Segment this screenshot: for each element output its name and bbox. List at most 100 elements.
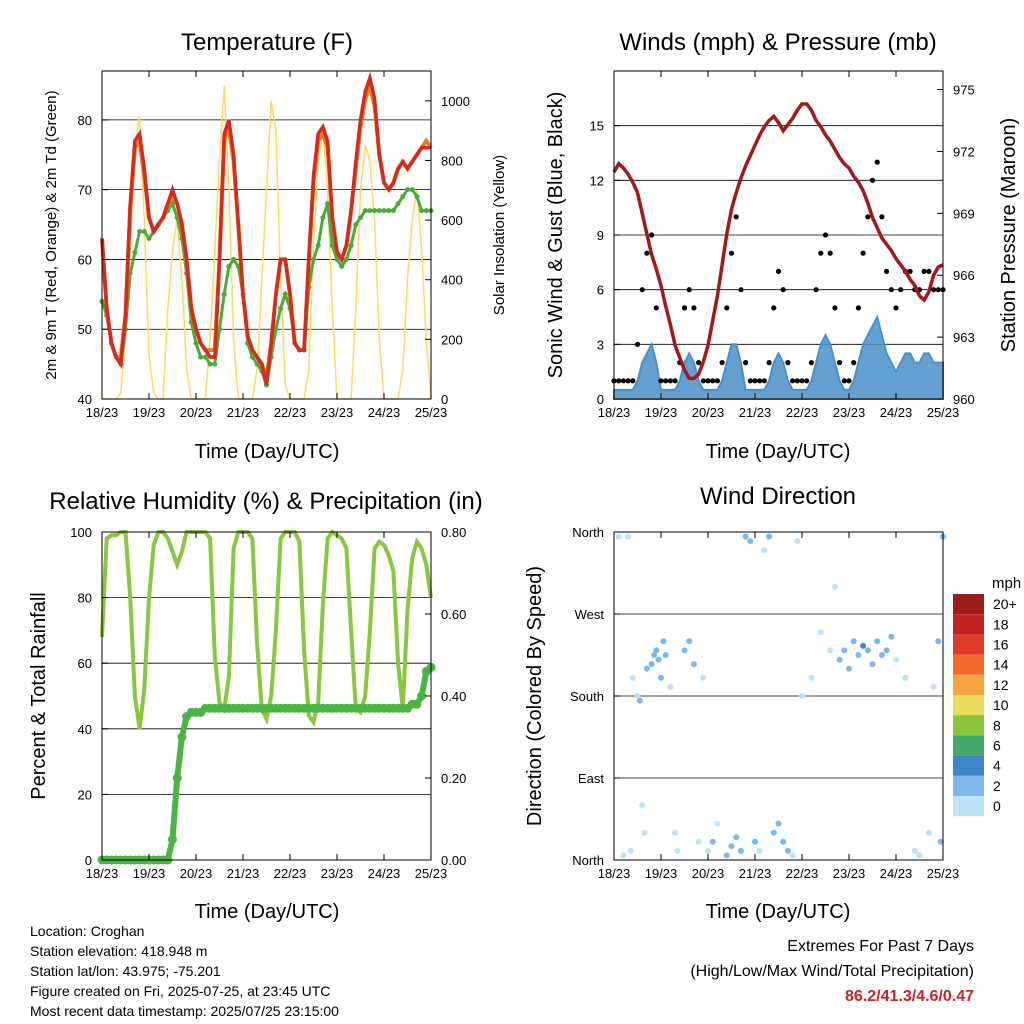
wind-direction-point [639, 802, 646, 809]
temperature-y-tick-label: 50 [78, 322, 92, 337]
gust-point [888, 287, 894, 293]
station-elevation: Station elevation: 418.948 m [30, 943, 208, 959]
sonic-wind-area [613, 314, 944, 400]
dewpoint-point [320, 215, 326, 221]
winds-grid [614, 125, 943, 345]
temperature-x-tick-label: 24/23 [368, 405, 401, 420]
temperature-y-tick-label: 70 [78, 183, 92, 198]
temperature-x-tick-label: 18/23 [86, 405, 119, 420]
gust-point [620, 378, 627, 384]
winds-x-tick-label: 20/23 [692, 405, 725, 420]
winds-y2-tick-label: 975 [953, 83, 975, 98]
dewpoint-point [409, 187, 415, 193]
direction-x-tick-label: 22/23 [786, 866, 819, 881]
winds-title: Winds (mph) & Pressure (mb) [619, 29, 936, 56]
dewpoint-point [207, 361, 213, 367]
wind-direction-point [695, 838, 702, 845]
direction-y-tick-label: East [578, 771, 604, 786]
humidity-x-tick-label: 25/23 [415, 866, 448, 881]
temperature-y-label-left: 2m & 9m T (Red, Orange) & 2m Td (Green) [43, 90, 60, 379]
gust-point [625, 378, 631, 384]
wind-direction-point [893, 656, 899, 663]
wind-direction-point [728, 843, 735, 850]
direction-x-tick-label: 19/23 [645, 866, 678, 881]
dewpoint-point [193, 340, 199, 346]
winds-y2-tick-label: 960 [953, 392, 975, 407]
direction-y-tick-label: North [572, 853, 604, 868]
gust-point [860, 250, 866, 256]
gust-point [822, 232, 829, 238]
wind-direction-point [672, 829, 679, 836]
winds-x-tick-label: 21/23 [739, 405, 772, 420]
wind-direction-point [789, 852, 796, 859]
recent-timestamp: Most recent data timestamp: 2025/07/25 2… [30, 1003, 339, 1019]
gust-point [804, 378, 810, 384]
direction-x-label: Time (Day/UTC) [706, 901, 851, 923]
wind-direction-point [902, 674, 909, 681]
wind-direction-point [700, 674, 707, 681]
temperature-x-tick-label: 19/23 [133, 405, 166, 420]
temp-2m-line [100, 71, 431, 386]
humidity-y2-tick-label: 0.00 [441, 853, 466, 868]
wind-direction-point [799, 693, 805, 699]
precipitation-line [102, 665, 433, 863]
direction-y-tick-label: South [570, 689, 604, 704]
legend-swatch [953, 775, 984, 796]
gust-point [681, 305, 688, 311]
temperature-solar-series [102, 85, 432, 400]
wind-direction-point [761, 547, 768, 554]
temperature-series [99, 71, 434, 388]
wind-direction-point [737, 847, 744, 854]
gust-point [634, 341, 641, 347]
gust-point [874, 159, 880, 165]
wind-direction-point [667, 683, 674, 690]
wind-direction-point [846, 665, 852, 672]
winds-y2-tick-label: 969 [953, 206, 975, 221]
direction-x-tick-label: 21/23 [739, 866, 772, 881]
gust-point [851, 360, 857, 366]
legend-label: 0 [993, 798, 1001, 814]
gust-point [799, 378, 805, 384]
humidity-y2-tick-label: 0.60 [441, 607, 466, 622]
wind-direction-point [817, 629, 824, 636]
humidity-y2-tick-label: 0.40 [441, 689, 466, 704]
wind-direction-point [636, 697, 643, 704]
station-info: Location: Croghan Station elevation: 418… [30, 921, 339, 1021]
wind-direction-point [660, 638, 667, 645]
dewpoint-point [325, 201, 331, 207]
extremes-subheading: (High/Low/Max Wind/Total Precipitation) [690, 963, 974, 980]
dewpoint-point [358, 215, 363, 221]
dewpoint-point [254, 361, 260, 367]
wind-direction-point [850, 638, 857, 645]
gust-point [752, 378, 758, 384]
direction-y-label-left: Direction (Colored By Speed) [524, 566, 546, 826]
wind-direction-point [935, 638, 942, 645]
winds-x-label: Time (Day/UTC) [706, 441, 851, 463]
legend-swatch [953, 654, 984, 675]
direction-grid [614, 613, 943, 779]
temperature-y2-tick-label: 400 [441, 273, 463, 288]
legend-label: 16 [993, 637, 1009, 653]
dewpoint-point [405, 187, 410, 193]
gust-point [653, 305, 659, 311]
gust-point [766, 360, 772, 366]
legend-label: 4 [993, 758, 1001, 774]
dewpoint-point [386, 208, 392, 214]
humidity-x-tick-label: 22/23 [274, 866, 307, 881]
winds-y-tick-label: 0 [597, 392, 604, 407]
legend-swatch [953, 715, 984, 736]
wind-direction-point [705, 847, 711, 854]
humidity-y2-tick-label: 0.20 [441, 771, 466, 786]
extremes-heading: Extremes For Past 7 Days [787, 938, 974, 955]
dewpoint-point [198, 354, 204, 360]
precipitation-point [412, 699, 422, 709]
wind-direction-point [888, 633, 895, 640]
humidity-y-tick-label: 60 [78, 656, 92, 671]
gust-point [644, 250, 650, 256]
gust-point [893, 305, 899, 311]
winds-y-label-right: Station Pressure (Maroon) [998, 118, 1020, 353]
legend-swatch [953, 674, 984, 695]
wind-direction-point [808, 674, 815, 681]
